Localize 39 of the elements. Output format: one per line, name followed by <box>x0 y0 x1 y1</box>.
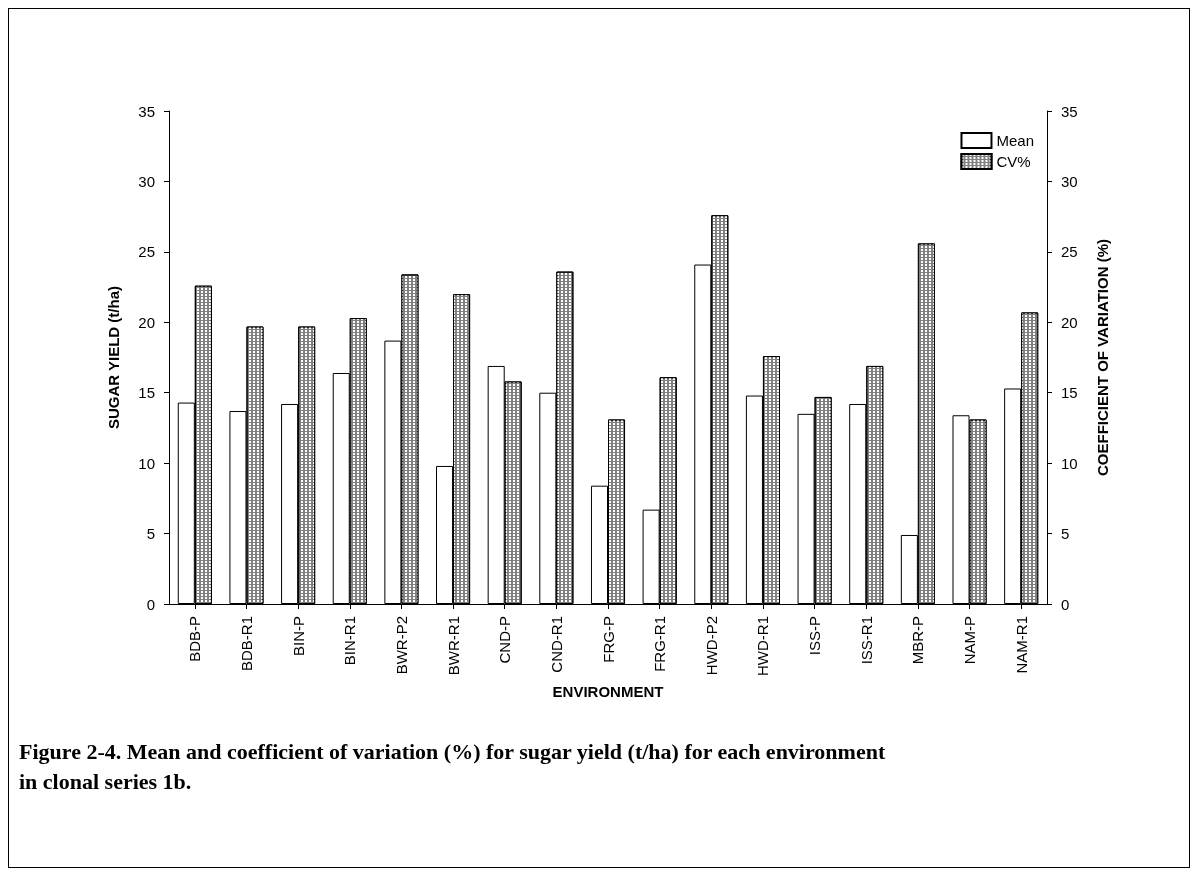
y-tick-label: 25 <box>138 243 155 261</box>
y-tick-label: 20 <box>138 313 155 331</box>
y2-tick-label: 20 <box>1061 313 1078 331</box>
y2-tick-label: 15 <box>1061 384 1078 402</box>
y2-tick-label: 0 <box>1061 595 1070 613</box>
y-tick-label: 30 <box>138 172 155 190</box>
y-tick-label: 15 <box>138 384 155 402</box>
x-tick-label: BDB-R1 <box>237 616 255 672</box>
y2-tick-label: 10 <box>1061 454 1078 472</box>
y-tick-label: 5 <box>146 525 155 543</box>
y2-tick-label: 35 <box>1061 102 1078 120</box>
x-axis-title: ENVIRONMENT <box>552 683 664 700</box>
legend-label: Mean <box>996 132 1035 149</box>
caption: Figure 2-4. Mean and coefficient of variation (%) for sugar yield (t/ha) for each environment in clonal series 1b. <box>19 738 887 796</box>
y-tick-label: 35 <box>138 102 155 120</box>
x-tick-label: ISS-P <box>806 616 824 656</box>
y2-axis-title: COEFFICIENT OF VARIATION (%) <box>1094 239 1111 476</box>
x-tick-label: CND-P <box>496 616 514 664</box>
x-tick-label: MBR-P <box>909 616 927 665</box>
x-tick-label: BIN-R1 <box>341 616 359 666</box>
x-tick-label: BWR-P2 <box>392 616 410 675</box>
x-tick-label: BIN-P <box>289 616 307 657</box>
y2-tick-label: 5 <box>1061 525 1070 543</box>
x-tick-label: NAM-P <box>961 616 979 665</box>
x-tick-label: BWR-R1 <box>444 616 462 676</box>
y-tick-label: 0 <box>146 595 155 613</box>
x-tick-label: FRG-P <box>599 616 617 663</box>
x-tick-label: CND-R1 <box>547 616 565 673</box>
x-tick-label: HWD-R1 <box>754 616 772 676</box>
x-tick-label: FRG-R1 <box>651 616 669 672</box>
y-tick-label: 10 <box>138 454 155 472</box>
x-tick-label: NAM-R1 <box>1012 616 1030 674</box>
legend-label: CV% <box>996 153 1031 170</box>
y2-tick-label: 30 <box>1061 172 1078 190</box>
y-axis-title: SUGAR YIELD (t/ha) <box>105 285 122 430</box>
x-tick-label: BDB-P <box>186 616 204 662</box>
y2-tick-label: 25 <box>1061 243 1078 261</box>
x-tick-label: HWD-P2 <box>702 616 720 676</box>
x-tick-label: ISS-R1 <box>857 616 875 665</box>
